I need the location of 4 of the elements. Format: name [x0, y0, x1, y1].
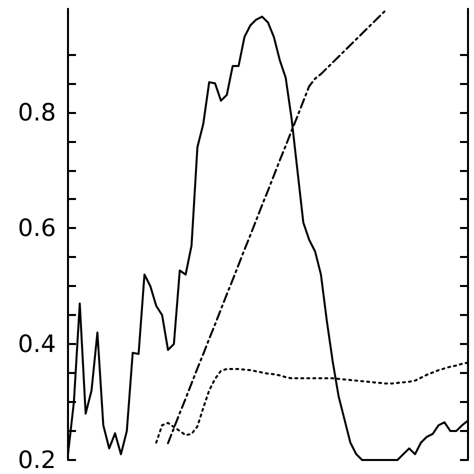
y-tick-label: 0.4 [18, 330, 56, 358]
y-tick-label: 0.8 [18, 98, 56, 126]
y-tick-label: 0.2 [18, 446, 56, 474]
y-tick-label: 0.6 [18, 214, 56, 242]
